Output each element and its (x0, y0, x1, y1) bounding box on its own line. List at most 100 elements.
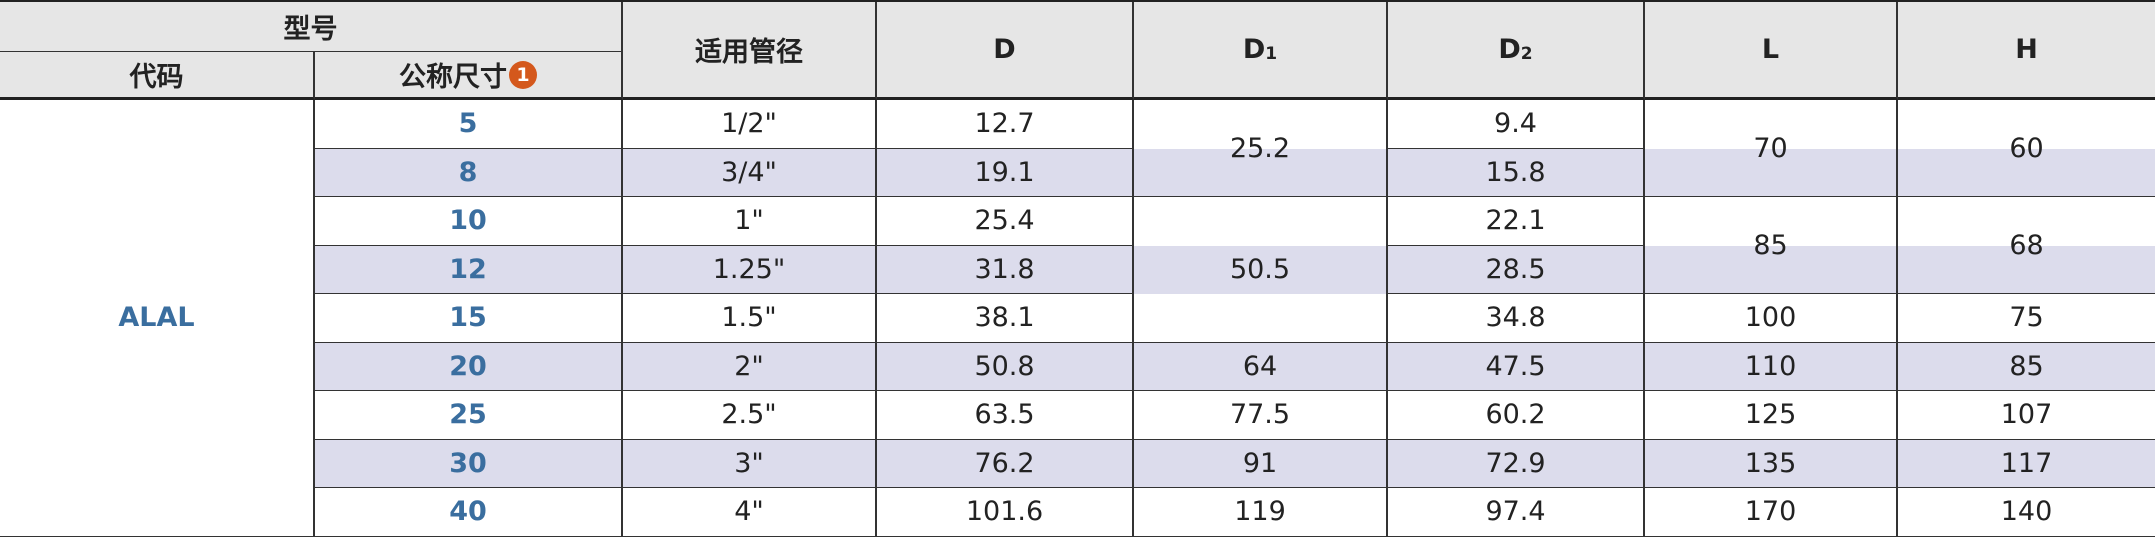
header-d: D (877, 2, 1134, 100)
cell-text: 97.4 (1485, 496, 1546, 528)
value-cell: 3" (623, 439, 877, 488)
value-cell: 63.5 (877, 391, 1134, 440)
subscript: 1 (1265, 43, 1278, 64)
value-cell: 9.4 (1388, 100, 1645, 149)
cell-text: 140 (2000, 496, 2053, 528)
cell-text: H (2015, 34, 2038, 65)
cell-text: 50.5 (1229, 253, 1291, 285)
subscript: 2 (1520, 43, 1533, 64)
value-cell: 3/4" (623, 148, 877, 197)
header-code: 代码 (0, 52, 315, 100)
cell-text: L (1761, 34, 1780, 65)
value-cell: 19.1 (877, 148, 1134, 197)
header-h: H (1898, 2, 2155, 100)
value-cell: 34.8 (1388, 294, 1645, 343)
cell-text: 119 (1234, 496, 1286, 528)
cell-text: 8 (458, 156, 478, 188)
cell-text: 型号 (283, 14, 338, 45)
value-cell: 60.2 (1388, 391, 1645, 440)
cell-text: 107 (2000, 399, 2053, 431)
cell-text: 12 (449, 253, 487, 285)
header-l: L (1645, 2, 1898, 100)
value-cell: 135 (1645, 439, 1898, 488)
cell-text: D (1242, 34, 1266, 65)
value-cell: 25.2 (1134, 100, 1388, 197)
cell-text: 22.1 (1485, 205, 1546, 237)
value-cell: 31.8 (877, 245, 1134, 294)
cell-text: 85 (2009, 350, 2044, 382)
value-cell: 1.5" (623, 294, 877, 343)
value-cell: 70 (1645, 100, 1898, 197)
cell-text: ALAL (118, 302, 195, 334)
value-cell: 117 (1898, 440, 2155, 488)
header-size: 公称尺寸 1 (315, 52, 623, 100)
value-cell: 76.2 (877, 439, 1134, 488)
value-cell: 47.5 (1388, 342, 1645, 391)
cell-text: 38.1 (974, 302, 1035, 334)
value-cell: 125 (1645, 391, 1898, 440)
cell-text: 47.5 (1485, 350, 1546, 382)
cell-text: 2.5" (721, 399, 777, 431)
cell-text: D (993, 34, 1016, 65)
value-cell: 4" (623, 488, 877, 537)
value-cell: 140 (1898, 488, 2155, 537)
cell-text: 适用管径 (695, 37, 803, 68)
cell-text: 1/2" (721, 108, 777, 140)
value-cell: 68 (1898, 197, 2155, 294)
value-cell: 12 (315, 245, 623, 294)
cell-text: 4" (734, 496, 764, 528)
value-cell: 100 (1645, 294, 1898, 343)
cell-text: 30 (449, 447, 487, 479)
value-cell: 119 (1134, 488, 1388, 537)
cell-text: 19.1 (974, 156, 1035, 188)
cell-text: 77.5 (1229, 399, 1291, 431)
value-cell: 64 (1134, 342, 1388, 391)
header-model: 型号 (0, 2, 623, 52)
cell-text: 40 (449, 496, 487, 528)
cell-text: 2" (734, 350, 764, 382)
cell-text: 76.2 (974, 447, 1035, 479)
cell-text: 60 (2009, 132, 2044, 164)
value-cell: 1" (623, 197, 877, 246)
value-cell: 30 (315, 439, 623, 488)
value-cell: 97.4 (1388, 488, 1645, 537)
cell-text: D (1498, 34, 1521, 65)
cell-text: 9.4 (1494, 108, 1537, 140)
value-cell: 85 (1645, 197, 1898, 294)
value-cell: 77.5 (1134, 391, 1388, 440)
cell-text: 125 (1744, 399, 1797, 431)
cell-text: 15 (449, 302, 487, 334)
cell-text: 25.4 (974, 205, 1035, 237)
value-cell: 8 (315, 148, 623, 197)
value-cell: 25.4 (877, 197, 1134, 246)
cell-text: 70 (1753, 132, 1788, 164)
cell-text: 1.5" (721, 302, 777, 334)
value-cell: 1.25" (623, 245, 877, 294)
cell-text: 20 (449, 350, 487, 382)
value-cell: 60 (1898, 100, 2155, 197)
cell-text: 公称尺寸 (399, 62, 507, 93)
cell-text: 110 (1744, 350, 1797, 382)
header-pipe: 适用管径 (623, 2, 877, 100)
cell-text: 75 (2009, 302, 2044, 334)
cell-text: 代码 (129, 62, 184, 93)
cell-text: 12.7 (974, 108, 1035, 140)
cell-text: 85 (1753, 229, 1788, 261)
value-cell: 91 (1134, 439, 1388, 488)
cell-text: 25.2 (1229, 132, 1291, 164)
cell-text: 117 (2000, 447, 2053, 479)
cell-text: 101.6 (965, 496, 1044, 528)
value-cell: 75 (1898, 294, 2155, 343)
value-cell: 15.8 (1388, 148, 1645, 197)
cell-text: 3" (734, 447, 764, 479)
value-cell: 50.8 (877, 342, 1134, 391)
cell-text: 34.8 (1485, 302, 1546, 334)
value-cell: 107 (1898, 391, 2155, 440)
value-cell: 40 (315, 488, 623, 537)
value-cell: 10 (315, 197, 623, 246)
value-cell: 28.5 (1388, 245, 1645, 294)
cell-text: 1" (734, 205, 764, 237)
cell-text: 91 (1242, 447, 1278, 479)
value-cell: 72.9 (1388, 439, 1645, 488)
